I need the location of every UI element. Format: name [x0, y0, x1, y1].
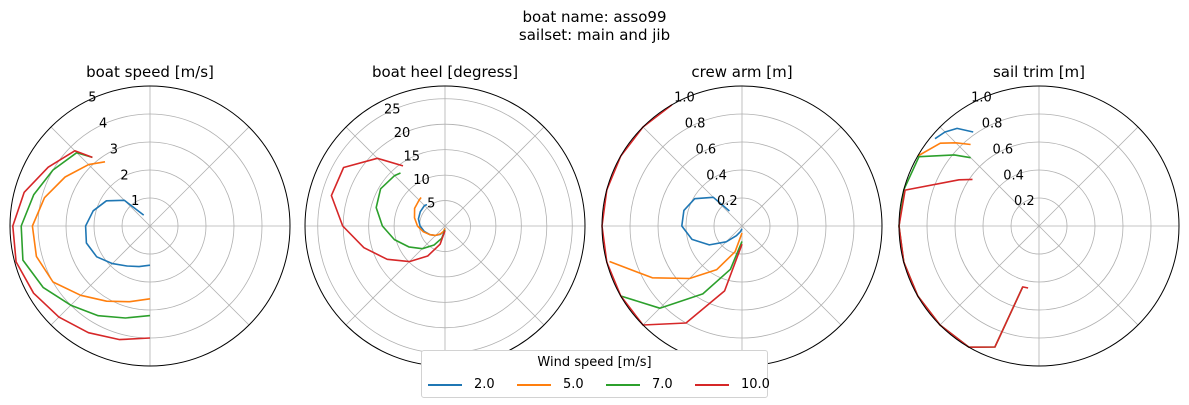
radial-tick-label: 0.2	[717, 194, 738, 209]
chart-title: sail trim [m]	[993, 63, 1085, 81]
series-line-7-0	[898, 154, 1024, 349]
series-line-7-0	[620, 241, 743, 310]
radial-tick-label: 0.8	[685, 117, 706, 132]
series-line-2-0	[84, 199, 151, 268]
radial-tick-label: 5	[88, 91, 96, 106]
legend-label: 5.0	[563, 377, 584, 392]
series-line-2-0	[680, 196, 743, 246]
figure-title-line-1: boat name: asso99	[522, 8, 667, 26]
chart-title: boat heel [degress]	[372, 63, 518, 81]
series-line-7-0	[375, 172, 446, 250]
figure-title-line-2: sailset: main and jib	[518, 26, 671, 44]
legend-swatch	[517, 384, 551, 386]
radial-gridline	[65, 141, 235, 311]
radial-gridline	[926, 113, 1152, 339]
angular-gridline	[149, 126, 250, 227]
legend-label: 10.0	[741, 377, 770, 392]
radial-gridline	[93, 169, 207, 283]
polar-chart-4: sail trim [m] 0.2 0.4 0.6 0.8 1.0	[898, 63, 1180, 367]
angular-gridline	[741, 126, 842, 227]
radial-tick-label: 0.4	[1003, 168, 1024, 183]
radial-gridline	[121, 197, 179, 255]
polar-chart-3: crew arm [m] 0.2 0.4 0.6 0.8 1.0	[601, 63, 883, 367]
legend-swatch	[428, 384, 462, 386]
angular-gridline	[444, 126, 545, 227]
angular-gridline	[1038, 126, 1139, 227]
radial-tick-label: 0.4	[706, 168, 727, 183]
series-line-5-0	[31, 161, 151, 303]
series-line-5-0	[917, 142, 971, 157]
series-line-7-0	[20, 151, 151, 319]
radial-gridline	[368, 149, 522, 303]
polar-frame	[9, 85, 291, 367]
angular-gridline	[1038, 225, 1139, 326]
series-line-2-0	[934, 127, 974, 140]
radial-tick-label: 1.0	[971, 91, 992, 106]
legend-label: 7.0	[652, 377, 673, 392]
legend-swatch	[606, 384, 640, 386]
legend-label: 2.0	[474, 377, 495, 392]
angular-gridline	[939, 126, 1040, 227]
radial-gridline	[685, 169, 799, 283]
angular-gridline	[642, 126, 743, 227]
series-line-10-0	[330, 157, 446, 263]
radial-gridline	[393, 174, 497, 278]
radial-tick-label: 4	[99, 117, 107, 132]
radial-tick-label: 1	[131, 194, 139, 209]
radial-tick-label: 1.0	[674, 91, 695, 106]
angular-gridline	[741, 225, 842, 326]
radial-tick-label: 5	[427, 196, 435, 211]
polar-frame	[898, 85, 1180, 367]
chart-title: boat speed [m/s]	[86, 63, 214, 81]
radial-gridline	[713, 197, 771, 255]
radial-tick-label: 0.6	[993, 142, 1014, 157]
legend-title: Wind speed [m/s]	[537, 355, 652, 370]
radial-tick-label: 0.6	[696, 142, 717, 157]
radial-tick-label: 0.8	[982, 117, 1003, 132]
angular-gridline	[50, 225, 151, 326]
radial-tick-label: 0.2	[1014, 194, 1035, 209]
angular-gridline	[444, 225, 545, 326]
angular-gridline	[345, 126, 446, 227]
radial-tick-label: 2	[120, 168, 128, 183]
radial-gridline	[1010, 197, 1068, 255]
radial-gridline	[954, 141, 1124, 311]
radial-tick-label: 3	[110, 142, 118, 157]
radial-gridline	[629, 113, 855, 339]
radial-tick-label: 15	[404, 149, 421, 164]
radial-tick-label: 10	[413, 173, 430, 188]
radial-gridline	[982, 169, 1096, 283]
angular-gridline	[50, 126, 151, 227]
series-line-5-0	[609, 232, 743, 280]
legend-swatch	[695, 384, 729, 386]
radial-gridline	[657, 141, 827, 311]
series-line-10-0	[601, 104, 743, 326]
angular-gridline	[149, 225, 250, 326]
radial-tick-label: 25	[384, 102, 401, 117]
chart-title: crew arm [m]	[691, 63, 792, 81]
series-line-5-0	[413, 197, 446, 237]
angular-gridline	[345, 225, 446, 326]
polar-chart-2: boat heel [degress] 5 10 15 20 25	[304, 63, 586, 367]
legend: Wind speed [m/s] 2.0 5.0 7.0 10.0	[421, 350, 770, 398]
series-line-10-0	[12, 150, 151, 341]
radial-tick-label: 20	[394, 126, 411, 141]
angular-gridline	[939, 225, 1040, 326]
